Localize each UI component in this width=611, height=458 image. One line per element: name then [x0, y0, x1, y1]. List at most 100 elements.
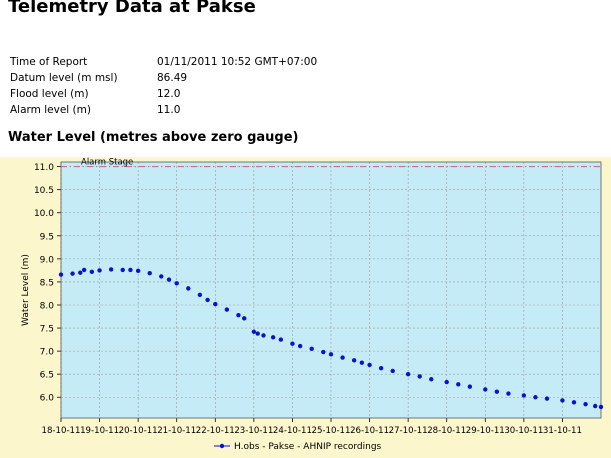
data-point — [120, 267, 125, 273]
y-tick-label: 8.5 — [40, 278, 54, 288]
plot-border — [60, 161, 602, 419]
water-level-chart: 6.0 6.5 7.0 7.5 8.0 8.5 9.0 9.5 10.0 10.5 11.0 18-1… — [21, 158, 604, 452]
data-point — [359, 360, 365, 365]
x-tick-label: 25-10-11 — [311, 426, 350, 436]
y-tick-label: 9.0 — [40, 255, 55, 265]
data-point — [147, 270, 152, 276]
data-point — [309, 346, 314, 352]
x-tick-label: 31-10-11 — [543, 426, 582, 436]
x-tick-label: 22-10-11 — [196, 426, 235, 436]
data-point — [467, 384, 473, 389]
data-point — [197, 292, 203, 298]
data-point — [166, 277, 172, 282]
data-point — [328, 352, 334, 357]
x-tick-label: 23-10-11 — [234, 426, 273, 436]
x-tick-label: 20-10-11 — [119, 426, 158, 436]
legend-label: H.obs - Pakse - AHNIP recordings — [234, 442, 382, 452]
data-point — [251, 329, 257, 334]
x-tick-label: 29-10-11 — [466, 426, 505, 436]
data-point — [429, 377, 434, 382]
x-tick-label: 27-10-11 — [389, 426, 428, 436]
y-tick-label: 9.5 — [40, 232, 54, 242]
data-point — [261, 333, 266, 338]
data-point — [290, 341, 295, 346]
data-point — [351, 358, 357, 363]
data-point — [378, 365, 384, 371]
data-point — [255, 331, 260, 336]
data-point — [593, 403, 598, 409]
y-tick-label: 6.0 — [40, 394, 55, 404]
data-point — [340, 355, 345, 360]
data-point — [456, 382, 461, 387]
data-point — [159, 274, 164, 279]
report-value: 11.0 — [157, 104, 181, 116]
data-point — [224, 307, 230, 312]
data-point — [81, 267, 87, 273]
data-point — [544, 396, 550, 401]
report-label: Alarm level (m) — [10, 104, 91, 116]
data-point — [108, 267, 114, 272]
report-label: Flood level (m) — [10, 88, 89, 100]
report-row-alarm: Alarm level (m) 11.0 — [10, 102, 317, 118]
data-point — [78, 270, 83, 275]
data-point — [506, 391, 511, 396]
data-point — [390, 368, 395, 374]
data-point — [58, 272, 64, 277]
data-point — [405, 371, 411, 377]
y-tick-label: 6.5 — [40, 371, 54, 381]
data-point — [297, 343, 303, 349]
data-point — [135, 268, 141, 274]
data-point — [89, 269, 95, 274]
data-point — [321, 349, 326, 355]
report-row-flood: Flood level (m) 12.0 — [10, 86, 317, 102]
data-point — [213, 301, 218, 307]
data-point — [571, 400, 577, 405]
data-point — [367, 362, 372, 368]
data-point — [483, 387, 488, 392]
data-point — [533, 395, 538, 400]
x-tick-label: 18-10-11 — [41, 426, 80, 436]
data-point — [521, 393, 527, 398]
data-point — [174, 281, 179, 286]
x-tick-label: 21-10-11 — [157, 426, 196, 436]
report-info-table: Time of Report 01/11/2011 10:52 GMT+07:0… — [10, 54, 317, 118]
data-point — [270, 335, 276, 340]
x-tick-label: 28-10-11 — [427, 426, 466, 436]
data-point — [598, 404, 604, 410]
legend-marker — [219, 443, 225, 449]
report-row-datum: Datum level (m msl) 86.49 — [10, 70, 317, 86]
y-axis-label: Water Level (m) — [21, 254, 31, 326]
data-point — [205, 297, 210, 303]
data-point — [242, 316, 247, 321]
report-label: Datum level (m msl) — [10, 72, 118, 84]
data-point — [444, 379, 449, 385]
y-tick-label: 11.0 — [34, 163, 54, 173]
x-tick-label: 26-10-11 — [350, 426, 389, 436]
y-tick-label: 8.0 — [40, 301, 55, 311]
data-point — [560, 398, 565, 403]
x-tick-label: 24-10-11 — [273, 426, 312, 436]
y-tick-label: 10.0 — [34, 209, 54, 219]
data-point — [97, 268, 102, 273]
data-point — [70, 271, 75, 276]
chart-panel: 6.0 6.5 7.0 7.5 8.0 8.5 9.0 9.5 10.0 10.5 11.0 18-1… — [0, 157, 611, 458]
data-point — [186, 286, 191, 291]
data-point — [494, 389, 500, 394]
x-tick-label: 30-10-11 — [504, 426, 543, 436]
data-point — [278, 337, 284, 342]
alarm-stage-annotation: Alarm Stage — [81, 158, 133, 168]
y-tick-label: 7.0 — [40, 348, 55, 358]
report-label: Time of Report — [10, 56, 88, 68]
x-tick-label: 19-10-11 — [80, 426, 119, 436]
y-tick-label: 7.5 — [40, 325, 54, 335]
data-point — [583, 401, 588, 407]
data-point — [128, 267, 133, 273]
page-title: Telemetry Data at Pakse — [8, 0, 256, 17]
report-value: 86.49 — [157, 72, 188, 84]
section-title: Water Level (metres above zero gauge) — [8, 130, 299, 145]
data-point — [236, 312, 241, 318]
report-value: 12.0 — [157, 88, 181, 100]
y-tick-label: 10.5 — [34, 186, 54, 196]
data-point — [417, 374, 422, 379]
report-value: 01/11/2011 10:52 GMT+07:00 — [157, 56, 318, 68]
